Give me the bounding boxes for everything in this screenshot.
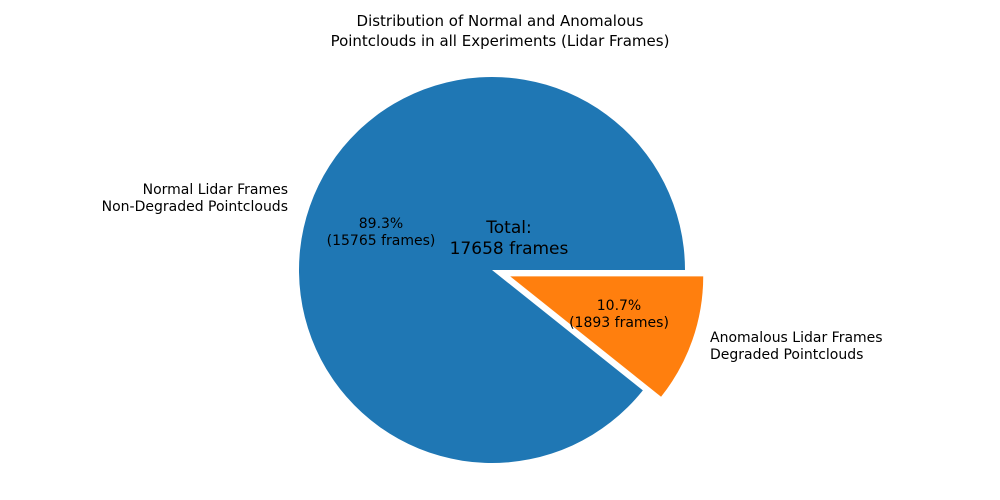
autopct-normal-frames: (15765 frames) [326,233,436,249]
total-annotation-line1: Total: [486,218,532,238]
slice-label-normal-line1: Normal Lidar Frames [142,182,288,198]
total-annotation-line2: 17658 frames [449,239,569,259]
slice-label-anomalous-line1: Anomalous Lidar Frames [710,330,883,346]
pie-slice-anomalous [510,276,704,397]
slice-label-anomalous: Anomalous Lidar Frames Degraded Pointclo… [710,330,883,364]
slice-label-anomalous-line2: Degraded Pointclouds [710,347,864,363]
chart-title: Distribution of Normal and Anomalous Poi… [331,11,670,51]
autopct-anomalous-frames: (1893 frames) [569,315,669,331]
autopct-normal: 89.3% (15765 frames) [327,216,436,250]
autopct-anomalous-percent: 10.7% [596,298,642,314]
slice-label-normal-line2: Non-Degraded Pointclouds [101,199,288,215]
chart-title-line1: Distribution of Normal and Anomalous [356,12,644,30]
slice-label-normal: Normal Lidar Frames Non-Degraded Pointcl… [102,182,288,216]
autopct-normal-percent: 89.3% [358,216,404,232]
pie-slice-normal [299,77,685,464]
total-annotation: Total: 17658 frames [450,218,569,260]
autopct-anomalous: 10.7% (1893 frames) [569,298,669,332]
chart-title-line2: Pointclouds in all Experiments (Lidar Fr… [330,32,670,50]
